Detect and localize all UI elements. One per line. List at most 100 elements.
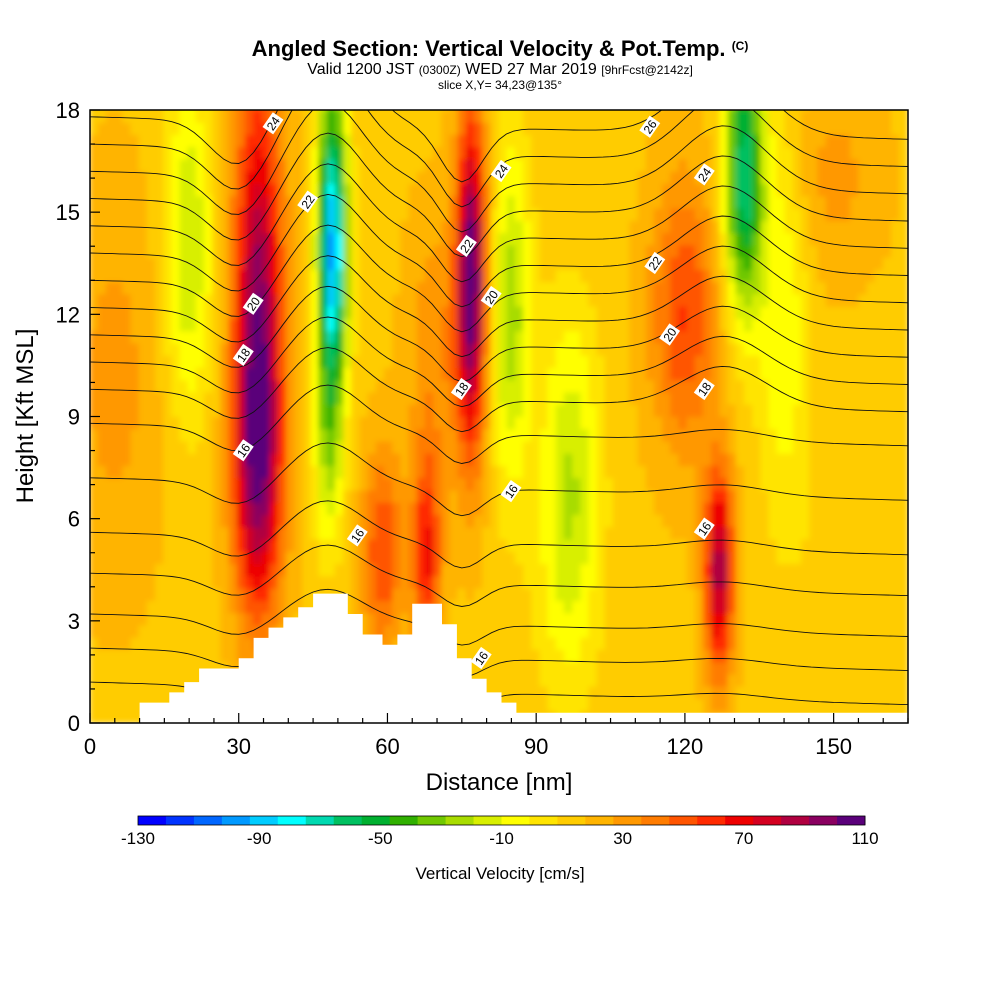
velocity-cell — [514, 697, 525, 712]
velocity-cell — [105, 514, 116, 528]
velocity-cell — [179, 550, 189, 565]
velocity-cell — [727, 110, 737, 123]
velocity-cell — [130, 281, 140, 295]
velocity-cell — [457, 489, 467, 503]
velocity-cell — [482, 354, 492, 368]
velocity-cell — [817, 526, 827, 540]
velocity-cell — [768, 219, 778, 234]
velocity-cell — [285, 391, 295, 405]
velocity-cell — [580, 110, 590, 123]
velocity-cell — [809, 219, 819, 234]
velocity-cell — [351, 219, 361, 234]
velocity-cell — [572, 293, 582, 307]
velocity-cell — [809, 661, 819, 675]
velocity-cell — [653, 281, 664, 295]
velocity-cell — [171, 477, 181, 491]
velocity-cell — [882, 514, 893, 528]
velocity-cell — [563, 281, 574, 295]
velocity-cell — [122, 256, 132, 270]
velocity-cell — [392, 550, 402, 565]
velocity-cell — [768, 636, 778, 650]
velocity-cell — [768, 183, 778, 197]
velocity-cell — [768, 563, 778, 577]
velocity-cell — [90, 158, 99, 172]
velocity-cell — [334, 244, 345, 258]
velocity-cell — [351, 563, 361, 577]
velocity-cell — [547, 697, 557, 712]
velocity-cell — [555, 195, 565, 209]
velocity-cell — [114, 514, 124, 528]
velocity-cell — [784, 281, 794, 295]
velocity-cell — [833, 256, 844, 270]
velocity-cell — [604, 661, 615, 675]
velocity-cell — [514, 612, 525, 626]
velocity-cell — [555, 354, 565, 368]
velocity-cell — [179, 268, 189, 283]
velocity-cell — [817, 501, 827, 516]
velocity-cell — [318, 256, 328, 270]
velocity-cell — [195, 207, 206, 221]
velocity-cell — [236, 550, 246, 565]
velocity-cell — [580, 575, 590, 589]
velocity-cell — [285, 281, 295, 295]
velocity-cell — [752, 648, 762, 663]
velocity-cell — [703, 465, 713, 479]
velocity-cell — [122, 673, 132, 687]
velocity-cell — [629, 207, 639, 221]
velocity-cell — [719, 134, 729, 148]
velocity-cell — [563, 526, 574, 540]
velocity-cell — [220, 244, 230, 258]
velocity-cell — [326, 342, 336, 356]
velocity-cell — [539, 501, 549, 516]
velocity-cell — [833, 244, 844, 258]
velocity-cell — [220, 219, 230, 234]
velocity-cell — [809, 305, 819, 319]
velocity-cell — [514, 416, 525, 430]
velocity-cell — [204, 526, 214, 540]
velocity-cell — [97, 170, 107, 185]
velocity-cell — [122, 514, 132, 528]
velocity-cell — [105, 685, 116, 699]
velocity-cell — [588, 465, 598, 479]
velocity-cell — [792, 342, 803, 356]
velocity-cell — [285, 183, 295, 197]
velocity-cell — [662, 158, 672, 172]
velocity-cell — [122, 110, 132, 123]
velocity-cell — [604, 281, 615, 295]
velocity-cell — [433, 465, 443, 479]
velocity-cell — [449, 195, 459, 209]
velocity-cell — [408, 268, 418, 283]
velocity-cell — [392, 501, 402, 516]
velocity-cell — [670, 293, 680, 307]
velocity-cell — [318, 232, 328, 246]
velocity-cell — [130, 685, 140, 699]
velocity-cell — [686, 268, 696, 283]
velocity-cell — [408, 501, 418, 516]
velocity-cell — [711, 121, 721, 136]
velocity-cell — [596, 636, 606, 650]
velocity-cell — [90, 685, 99, 699]
velocity-cell — [285, 403, 295, 417]
velocity-cell — [563, 514, 574, 528]
velocity-cell — [858, 648, 868, 663]
velocity-cell — [760, 403, 770, 417]
velocity-cell — [90, 428, 99, 442]
velocity-cell — [375, 281, 385, 295]
velocity-cell — [97, 146, 107, 160]
velocity-cell — [334, 134, 345, 148]
velocity-cell — [621, 219, 631, 234]
velocity-cell — [244, 232, 255, 246]
velocity-cell — [261, 330, 271, 344]
velocity-cell — [572, 452, 582, 467]
velocity-cell — [580, 195, 590, 209]
velocity-cell — [433, 514, 443, 528]
velocity-cell — [408, 538, 418, 552]
velocity-cell — [539, 550, 549, 565]
velocity-cell — [719, 428, 729, 442]
velocity-cell — [645, 268, 655, 283]
velocity-cell — [645, 636, 655, 650]
velocity-cell — [195, 244, 206, 258]
velocity-cell — [105, 624, 116, 638]
velocity-cell — [359, 489, 369, 503]
